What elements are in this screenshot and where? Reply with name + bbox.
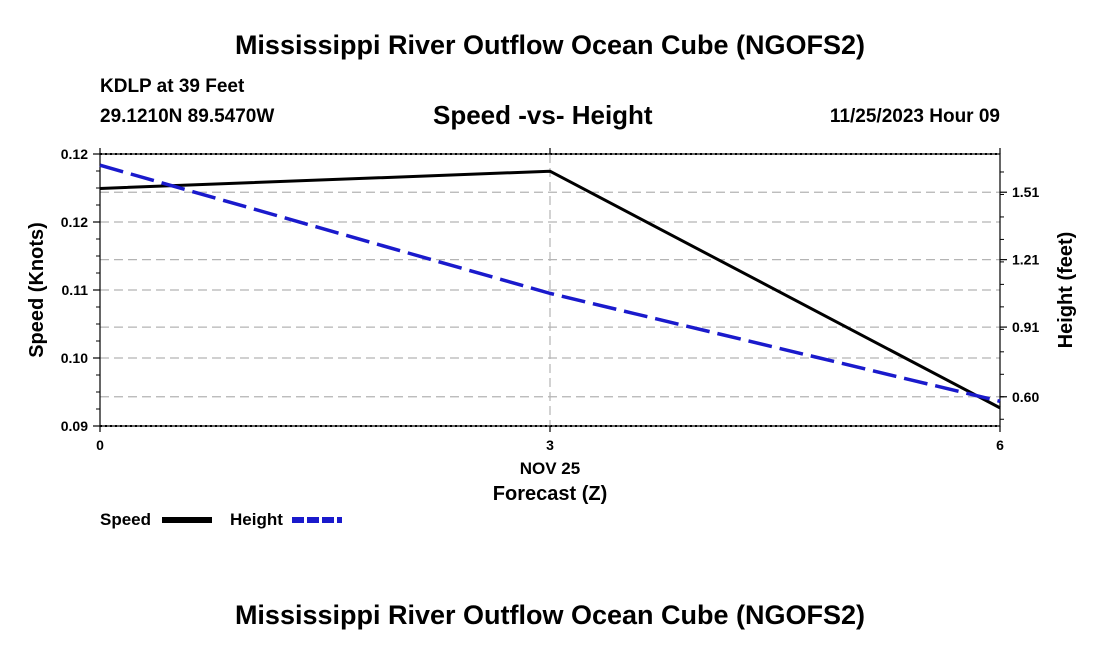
footer-title: Mississippi River Outflow Ocean Cube (NG… [234, 600, 866, 630]
legend-speed-label: Speed [100, 510, 151, 529]
series-line-speed [99, 169, 1001, 410]
forecast-date: 11/25/2023 Hour 09 [829, 106, 1000, 127]
x-tick-label: 6 [996, 437, 1004, 453]
legend-height-label: Height [230, 510, 283, 529]
speed-height-chart: 0.090.100.110.120.120.600.911.211.510 3 6 … [26, 146, 1077, 529]
series-layer [99, 163, 1001, 410]
x-axis-label: Forecast (Z) [493, 483, 607, 505]
x-tick-label: 3 [546, 437, 554, 453]
y-tick-label: 0.12 [61, 146, 88, 162]
y2-tick-label: 0.60 [1012, 389, 1039, 405]
page-title: Mississippi River Outflow Ocean Cube (NG… [234, 30, 866, 60]
chart-subtitle: Speed -vs- Height [433, 100, 653, 130]
y2-axis-label: Height (feet) [1055, 232, 1077, 349]
grid-layer [100, 153, 1000, 427]
y-tick-label: 0.09 [61, 418, 88, 434]
y-tick-label: 0.12 [61, 214, 88, 230]
y-tick-label: 0.11 [62, 282, 89, 298]
y-axis-label: Speed (Knots) [26, 222, 48, 358]
axes-layer: 0.09 0.10 0.11 0.12 0.12 0.60 0.91 1.21 1.51 0 3 6 [61, 146, 1040, 453]
y2-tick-label: 1.21 [1012, 252, 1039, 268]
series-line-height [99, 163, 1001, 403]
station-label: KDLP at 39 Feet [100, 76, 245, 97]
y-tick-label: 0.10 [61, 350, 88, 366]
x-tick-label: 0 [96, 437, 104, 453]
y2-tick-label: 0.91 [1012, 319, 1039, 335]
coordinates-label: 29.1210N 89.5470W [100, 106, 275, 127]
y2-tick-label: 1.51 [1012, 184, 1039, 200]
x-date-label: NOV 25 [520, 459, 580, 478]
